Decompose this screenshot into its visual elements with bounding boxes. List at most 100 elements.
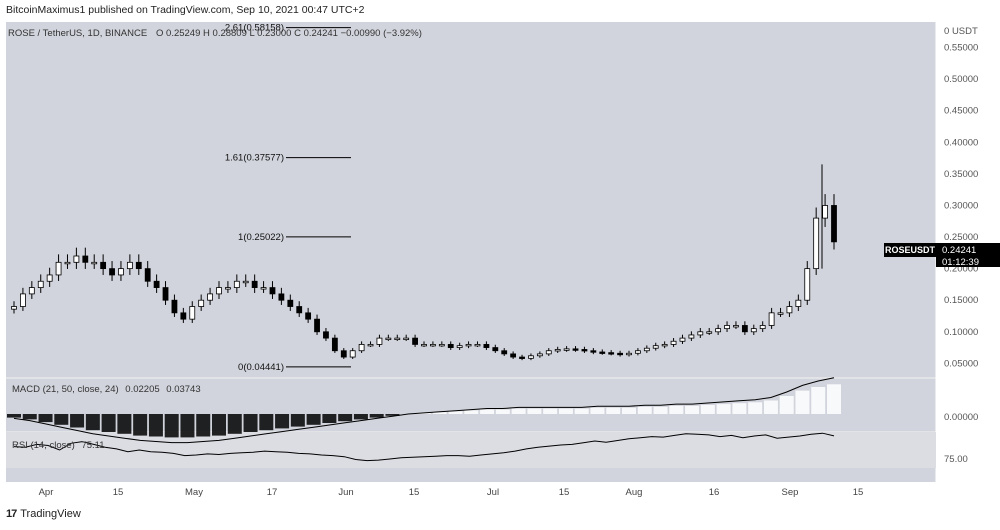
y-tick-label: 0.20000 [944,264,978,275]
rsi-band [6,432,936,468]
candle-body [64,261,71,265]
macd-bar [133,414,148,436]
last-price-box [936,243,1000,267]
candle-body [430,344,436,347]
candle-body [376,337,383,345]
candle-body [82,255,89,263]
candle-body [118,268,124,276]
candle-body [536,353,543,357]
macd-bar [480,409,495,414]
y-tick-labels: 0.55000 0.50000 0.45000 0.40000 0.35000 0.300… [944,43,978,370]
macd-bar [448,411,463,414]
candle-body [438,344,445,347]
macd-bar [70,414,85,428]
candle-body [73,255,80,263]
fib-label: 1.61(0.37577) [225,153,284,164]
tradingview-logo: 17 [6,508,17,520]
candle-body [421,344,427,347]
candle-body [367,344,374,347]
rsi-axis-label: 75.00 [944,454,968,465]
symbol-legend: ROSE / TetherUS, 1D, BINANCE [8,28,147,39]
candle-body [697,331,704,336]
last-price: 0.24241 [942,245,976,256]
macd-bar [795,390,810,414]
y-tick-label: 0.30000 [944,200,978,211]
rsi-line [13,432,835,462]
candle-body [777,312,784,315]
macd-bar [590,407,605,414]
candle-body [189,306,196,320]
candle-body [813,217,820,270]
candle-body [688,334,695,339]
macd-bar [290,414,305,427]
candle-body [563,348,570,351]
x-tick-label: 15 [853,487,864,498]
symbol-tag: ROSEUSDT [884,243,936,257]
macd-bar [669,405,684,414]
candle-body [287,299,294,307]
y-tick-label: 0.55000 [944,43,978,54]
macd-bar [685,405,700,414]
chart-area[interactable]: 2.61(0.58158) 1.61(0.37577) 1(0.25022) 0(0.… [6,22,937,482]
candle-body [412,337,418,345]
macd-bar [495,409,510,414]
candle-body [456,345,463,348]
candle-body [126,261,133,270]
x-tick-label: 15 [409,487,420,498]
x-tick-label: Jun [338,487,353,498]
macd-bar [117,414,132,434]
publish-header: BitcoinMaximus1 published on TradingView… [6,4,365,16]
candle-body [626,352,632,356]
macd-axis-label: 0.00000 [944,412,978,423]
y-tick-label: 0.10000 [944,327,978,338]
candle-body [162,287,169,301]
candle-body [652,345,659,349]
macd-bar [196,414,211,437]
macd-bar [574,408,589,414]
candle-body [519,356,525,359]
candle-body [492,347,499,352]
rsi-label: RSI (14, close) 75.11 [12,440,105,451]
macd-bar [763,400,778,414]
price-chart[interactable]: 2.61(0.58158) 1.61(0.37577) 1(0.25022) 0(0.… [6,22,937,482]
y-tick-label: 0.05000 [944,358,978,369]
macd-bar [164,414,179,438]
x-tick-label: Jul [487,487,499,498]
candle-body [403,337,410,341]
candle-body [251,280,258,288]
macd-bar [417,413,431,414]
candle-body [483,344,490,348]
macd-bar [212,414,226,436]
y-tick-label: 0.35000 [944,169,978,180]
fibonacci-levels: 2.61(0.58158) 1.61(0.37577) 1(0.25022) 0(0.… [225,23,351,373]
candle-body [109,268,115,276]
candle-body [144,268,151,282]
candle-body [314,318,320,333]
macd-line [13,377,835,444]
macd-bar [637,406,652,414]
candles [11,164,837,361]
candle-body [340,350,347,358]
macd-bar [748,402,763,414]
fib-label: 2.61(0.58158) [225,23,284,34]
y-tick-label: 0.15000 [944,295,978,306]
candle-body [617,352,623,356]
macd-bar [7,414,21,418]
x-tick-label: 17 [267,487,278,498]
candle-body [822,205,828,219]
candle-body [679,337,686,342]
candle-body [554,349,561,352]
candle-body [581,349,588,352]
y-tick-label: 0.25000 [944,232,978,243]
x-tick-label: 15 [559,487,570,498]
candle-body [750,328,757,333]
macd-bar [606,407,621,414]
candle-body [180,312,187,320]
price-axis[interactable]: 0 USDT 0.55000 0.50000 0.45000 0.40000 0.350… [936,22,1000,482]
macd-bar [322,414,337,423]
time-axis[interactable]: Apr 15 May 17 Jun 15 Jul 15 Aug 16 Sep 15 [6,482,936,502]
macd-bar [227,414,242,434]
candle-body [198,299,205,307]
fib-label: 1(0.25022) [238,232,284,243]
y-tick-label: 0.50000 [944,74,978,85]
